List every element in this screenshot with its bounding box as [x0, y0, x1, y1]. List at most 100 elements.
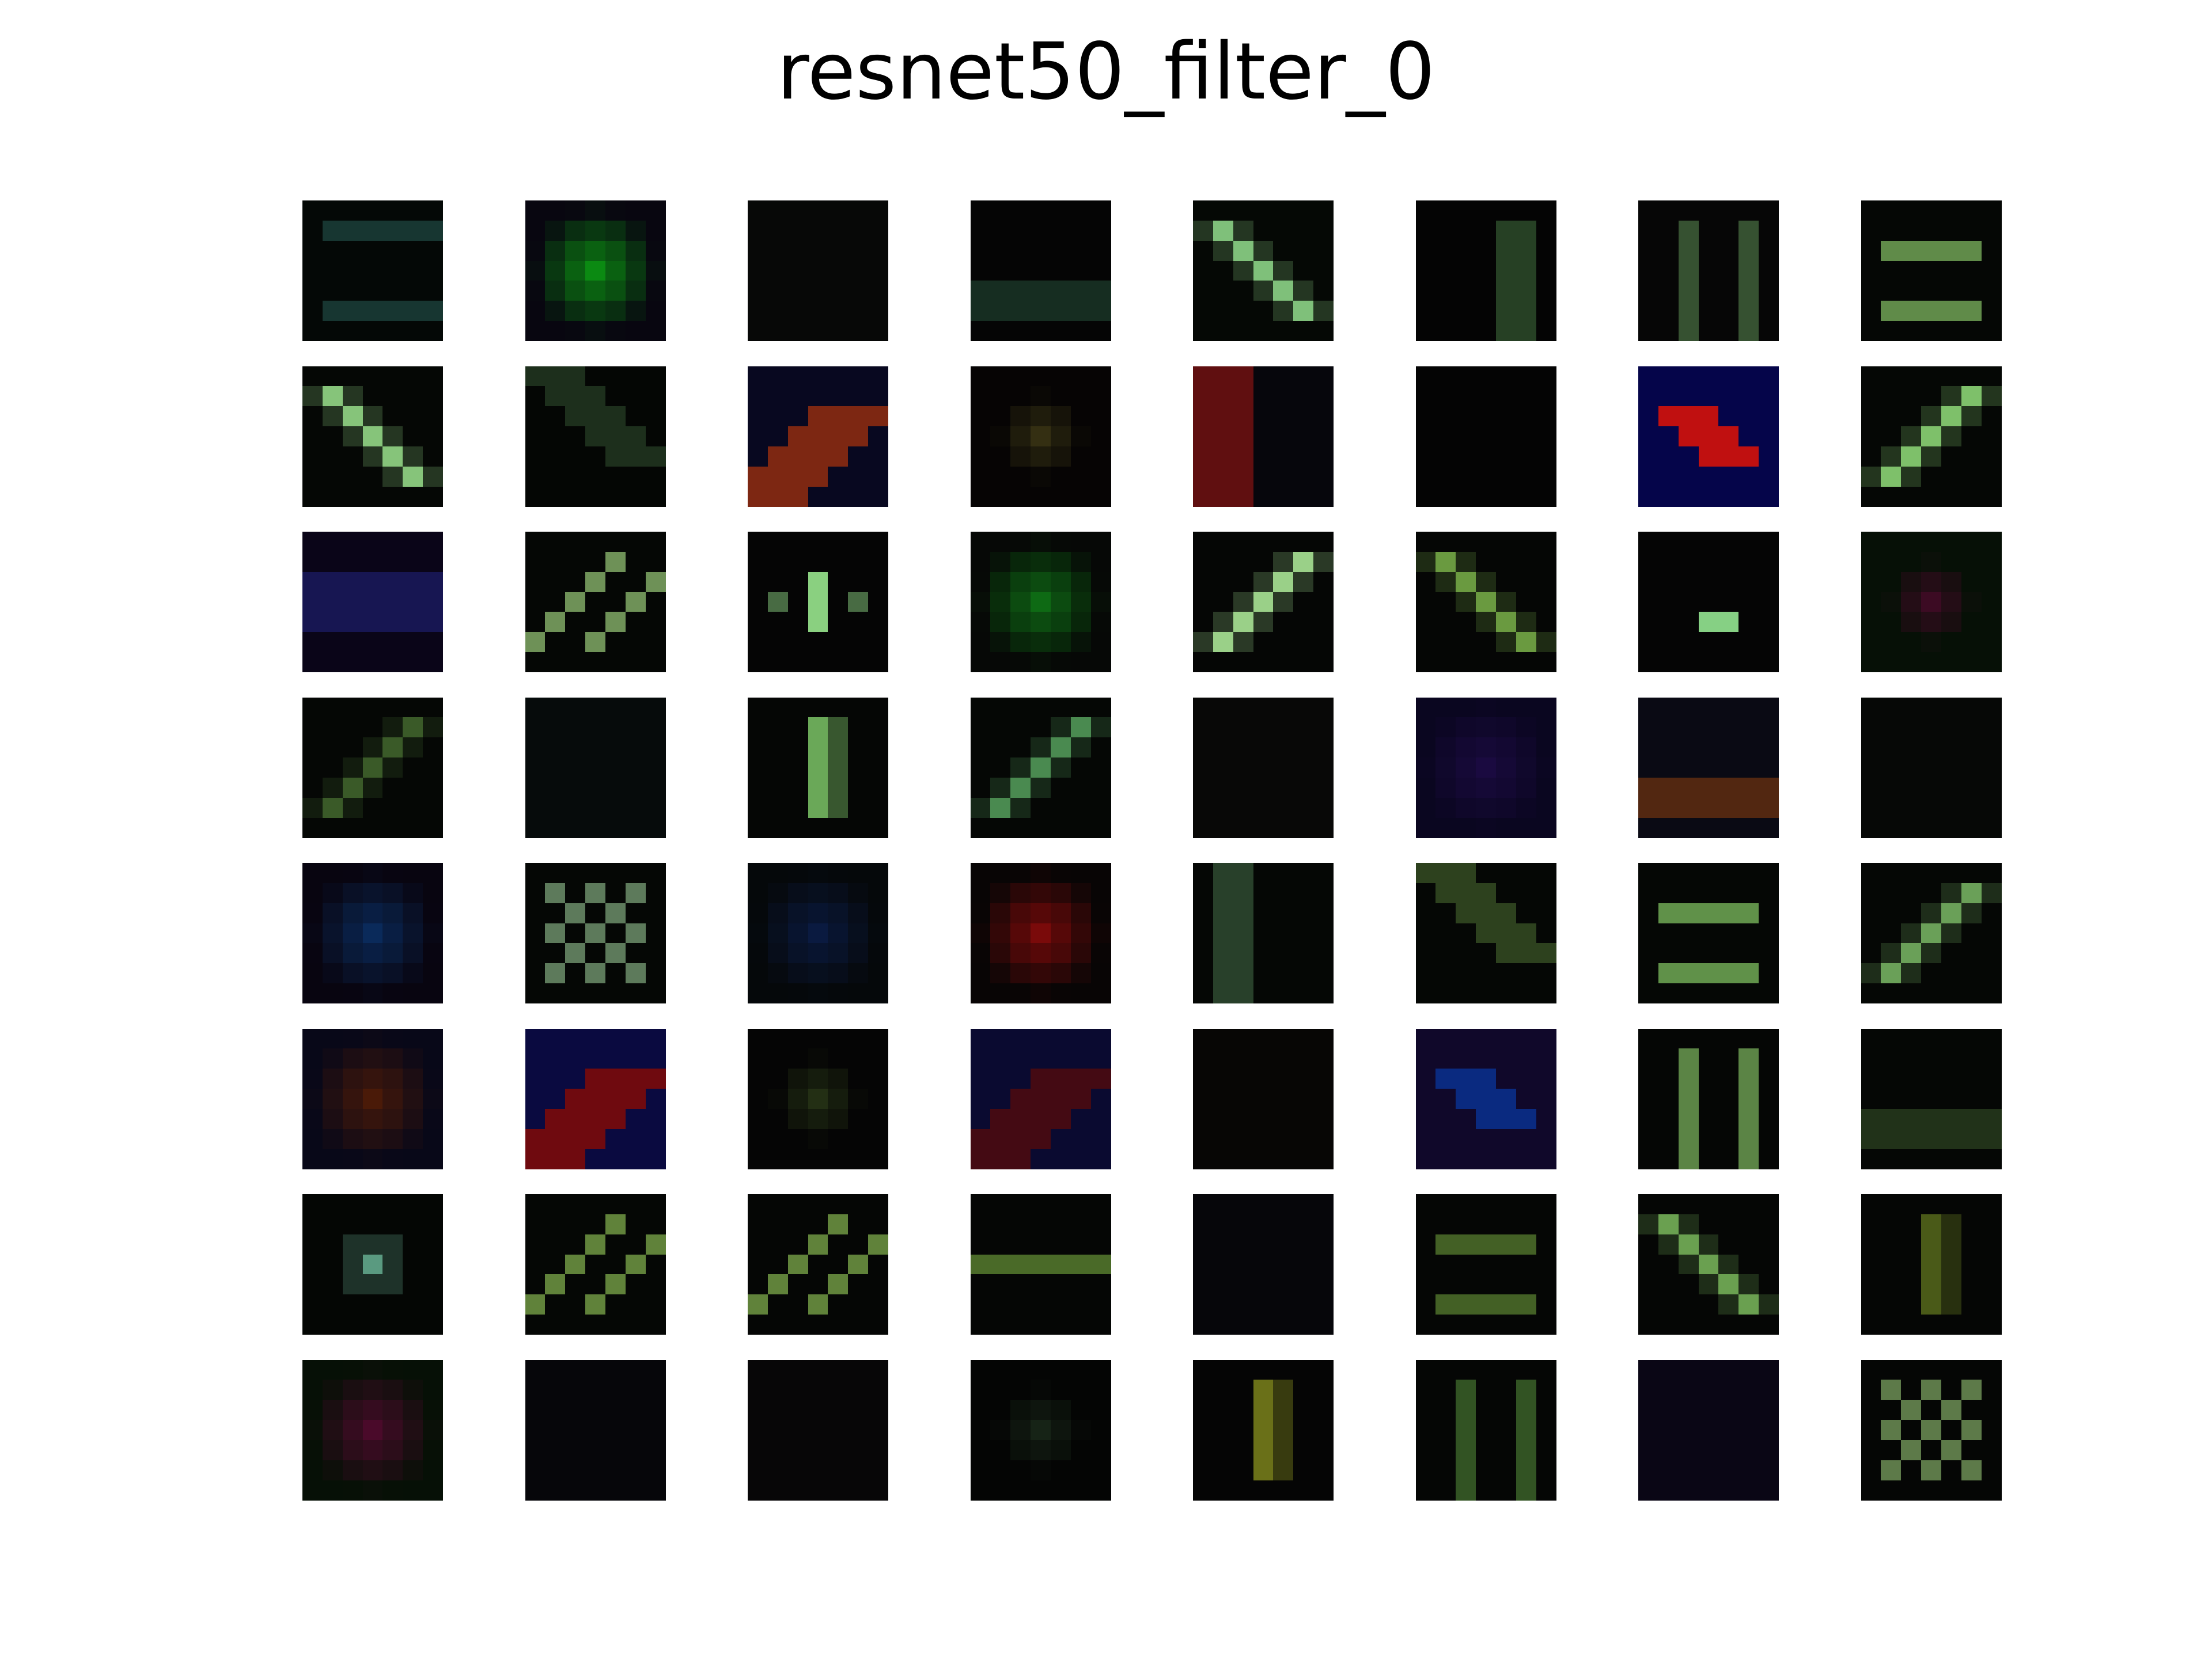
- filter-pixel: [1253, 612, 1274, 632]
- filter-pixel: [423, 532, 443, 552]
- filter-pixel: [423, 943, 443, 964]
- filter-pixel: [1233, 1400, 1253, 1421]
- filter-pixel: [1718, 321, 1739, 341]
- filter-pixel: [1881, 551, 1902, 572]
- filter-pixel: [565, 1294, 586, 1315]
- filter-pixel: [748, 220, 768, 241]
- filter-pixel: [1738, 592, 1759, 612]
- filter-pixel: [1981, 1128, 2002, 1149]
- filter-pixel: [645, 943, 666, 964]
- filter-pixel: [1759, 963, 1779, 984]
- filter-pixel: [322, 426, 343, 446]
- filter-pixel: [1435, 1028, 1456, 1049]
- filter-pixel: [1090, 366, 1111, 387]
- filter-pixel: [1313, 1460, 1334, 1480]
- filter-pixel: [808, 963, 828, 984]
- filter-pixel: [1233, 652, 1253, 672]
- filter-pixel: [1213, 1274, 1233, 1295]
- filter-pixel: [990, 1274, 1011, 1295]
- filter-pixel: [1901, 1194, 1922, 1214]
- filter-pixel: [1861, 301, 1881, 321]
- filter-pixel: [525, 240, 546, 261]
- filter-pixel: [1213, 532, 1233, 552]
- filter-pixel: [1658, 406, 1679, 427]
- filter-pixel: [1698, 903, 1719, 923]
- filter-pixel: [302, 1254, 323, 1275]
- filter-pixel: [645, 260, 666, 281]
- filter-pixel: [767, 1420, 788, 1440]
- filter-pixel: [1213, 1294, 1233, 1315]
- filter-pixel: [1718, 200, 1739, 221]
- filter-pixel: [828, 612, 849, 632]
- filter-pixel: [625, 1440, 646, 1460]
- filter-pixel: [1638, 551, 1658, 572]
- filter-pixel: [868, 1069, 888, 1089]
- filter-pixel: [970, 1028, 991, 1049]
- filter-pixel: [1536, 592, 1556, 612]
- filter-pixel: [1415, 1149, 1436, 1169]
- filter-pixel: [1718, 737, 1739, 758]
- filter-pixel: [1698, 757, 1719, 778]
- filter-pixel: [565, 1400, 586, 1421]
- filter-pixel: [1881, 532, 1902, 552]
- filter-pixel: [625, 1480, 646, 1501]
- filter-pixel: [362, 1359, 383, 1380]
- filter-pixel: [1090, 797, 1111, 818]
- filter-pixel: [1273, 737, 1294, 758]
- filter-pixel: [1253, 923, 1274, 944]
- filter-pixel: [645, 777, 666, 798]
- filter-pixel: [525, 366, 546, 387]
- filter-pixel: [1050, 1234, 1071, 1255]
- filter-pixel: [1658, 1254, 1679, 1275]
- filter-pixel: [1901, 923, 1922, 944]
- filter-pixel: [1759, 983, 1779, 1003]
- filter-pixel: [970, 386, 991, 407]
- filter-pixel: [1476, 571, 1496, 592]
- filter-pixel: [625, 200, 646, 221]
- filter-pixel: [625, 882, 646, 903]
- filter-pixel: [1658, 1380, 1679, 1400]
- filter-pixel: [767, 1359, 788, 1380]
- filter-pixel: [787, 220, 808, 241]
- filter-pixel: [1759, 260, 1779, 281]
- filter-pixel: [382, 1234, 403, 1255]
- filter-pixel: [787, 1294, 808, 1315]
- filter-pixel: [1718, 1480, 1739, 1501]
- filter-pixel: [1010, 466, 1031, 487]
- filter-pixel: [1313, 1089, 1334, 1109]
- filter-pixel: [1718, 551, 1739, 572]
- filter-pixel: [1718, 652, 1739, 672]
- filter-pixel: [848, 240, 869, 261]
- filter-pixel: [1921, 1380, 1941, 1400]
- filter-pixel: [1861, 1440, 1881, 1460]
- filter-pixel: [322, 1480, 343, 1501]
- filter-pixel: [1638, 1149, 1658, 1169]
- filter-cell: [525, 1028, 666, 1169]
- filter-pixel: [403, 697, 423, 718]
- filter-pixel: [808, 220, 828, 241]
- filter-pixel: [1476, 1294, 1496, 1315]
- filter-pixel: [1981, 943, 2002, 964]
- filter-pixel: [525, 1214, 546, 1234]
- filter-pixel: [1698, 717, 1719, 738]
- filter-pixel: [848, 571, 869, 592]
- filter-pixel: [1861, 1069, 1881, 1089]
- filter-pixel: [1861, 612, 1881, 632]
- filter-pixel: [1861, 817, 1881, 838]
- filter-pixel: [1031, 532, 1051, 552]
- filter-pixel: [970, 817, 991, 838]
- filter-cell: [970, 1359, 1111, 1501]
- filter-pixel: [1313, 963, 1334, 984]
- filter-pixel: [605, 1149, 626, 1169]
- filter-pixel: [1718, 466, 1739, 487]
- filter-pixel: [1678, 903, 1699, 923]
- filter-pixel: [605, 1294, 626, 1315]
- filter-pixel: [1050, 1400, 1071, 1421]
- filter-pixel: [1759, 1380, 1779, 1400]
- filter-pixel: [1981, 260, 2002, 281]
- filter-pixel: [423, 1234, 443, 1255]
- filter-pixel: [1516, 1274, 1536, 1295]
- filter-pixel: [848, 963, 869, 984]
- filter-pixel: [848, 260, 869, 281]
- filter-pixel: [585, 1359, 605, 1380]
